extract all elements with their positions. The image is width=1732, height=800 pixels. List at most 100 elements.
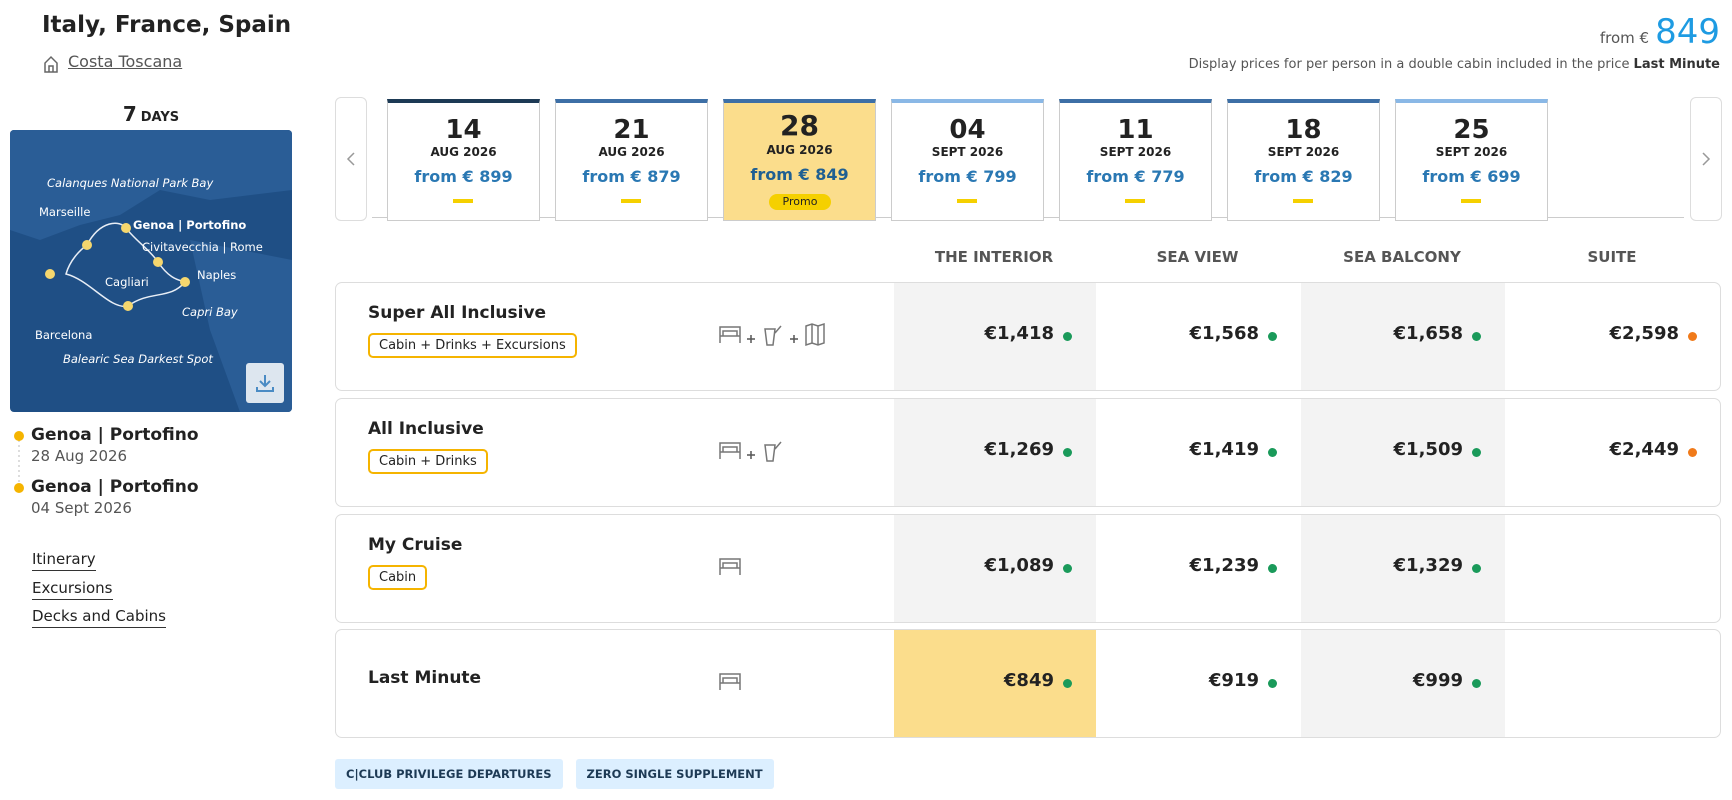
availability-dot <box>1063 332 1072 341</box>
price-cell[interactable]: €1,269 <box>894 399 1096 506</box>
map-label: Balearic Sea Darkest Spot <box>63 352 213 366</box>
availability-dot <box>1268 679 1277 688</box>
map-label: Naples <box>197 268 237 282</box>
date-day: 14 <box>445 115 482 145</box>
promo-badge: Promo <box>769 194 831 210</box>
price-block: from € 849 <box>1600 12 1720 52</box>
date-price: from € 899 <box>414 167 513 186</box>
price-cell[interactable]: €2,449 <box>1505 399 1720 506</box>
cell-shade <box>1301 283 1505 390</box>
nav-link[interactable]: Itinerary <box>32 550 96 571</box>
date-day: 11 <box>1117 115 1154 145</box>
prev-button[interactable] <box>335 97 367 221</box>
map-label: Barcelona <box>35 328 93 342</box>
price-row: My Cruise Cabin €1,089 €1,239 €1,329 <box>335 514 1721 623</box>
availability-dot <box>1472 564 1481 573</box>
duration: 7 DAYS <box>10 102 292 126</box>
date-card[interactable]: 28 AUG 2026 from € 849 Promo <box>723 99 876 221</box>
date-card[interactable]: 21 AUG 2026 from € 879 <box>555 99 708 221</box>
row-tag: Cabin + Drinks + Excursions <box>368 333 577 358</box>
price-cell[interactable]: €919 <box>1096 630 1301 737</box>
title: Italy, France, Spain <box>42 12 292 38</box>
cell-shade <box>894 630 1096 737</box>
price-cell[interactable]: €1,568 <box>1096 283 1301 390</box>
map-label: Civitavecchia | Rome <box>142 240 263 254</box>
price: €849 <box>1003 670 1054 691</box>
arrow-icon <box>1702 152 1711 166</box>
price-cell[interactable]: €999 <box>1301 630 1505 737</box>
price-cell[interactable]: €1,509 <box>1301 399 1505 506</box>
price-cell[interactable]: €1,239 <box>1096 515 1301 622</box>
date-price: from € 699 <box>1422 167 1521 186</box>
availability-dot <box>1688 448 1697 457</box>
column-header: SEA BALCONY <box>1343 248 1461 266</box>
map-label: Capri Bay <box>182 305 238 319</box>
date-month: SEPT 2026 <box>1267 145 1340 159</box>
map-label: Calanques National Park Bay <box>47 176 214 190</box>
note-text: Display prices for per person in a doubl… <box>1188 57 1630 72</box>
price: €2,449 <box>1609 439 1679 460</box>
date-card[interactable]: 14 AUG 2026 from € 899 <box>387 99 540 221</box>
price-cell[interactable]: €1,658 <box>1301 283 1505 390</box>
cell-shade <box>894 399 1096 506</box>
row-tag: Cabin + Drinks <box>368 449 488 474</box>
nav-link[interactable]: Decks and Cabins <box>32 607 166 628</box>
price: €1,419 <box>1189 439 1259 460</box>
date-day: 25 <box>1453 115 1490 145</box>
feature-tag: ZERO SINGLE SUPPLEMENT <box>575 759 774 789</box>
row-name: Super All Inclusive <box>368 303 547 323</box>
price-cell[interactable]: €2,598 <box>1505 283 1720 390</box>
price: €1,658 <box>1393 323 1463 344</box>
column-header: SEA VIEW <box>1156 248 1239 266</box>
price-cell[interactable]: €1,089 <box>894 515 1096 622</box>
price-note: Display prices for per person in a doubl… <box>1189 57 1720 72</box>
date-card[interactable]: 18 SEPT 2026 from € 829 <box>1227 99 1380 221</box>
date-marker <box>957 199 977 203</box>
date-month: AUG 2026 <box>766 143 833 157</box>
date-card[interactable]: 04 SEPT 2026 from € 799 <box>891 99 1044 221</box>
arrow-icon <box>346 152 355 166</box>
price: €1,269 <box>984 439 1054 460</box>
date-marker <box>621 199 641 203</box>
date-marker <box>1461 199 1481 203</box>
download-button[interactable] <box>246 363 284 403</box>
cell-shade <box>1301 399 1505 506</box>
duration-unit: DAYS <box>140 110 180 125</box>
date-day: 18 <box>1285 115 1322 145</box>
date-marker <box>1125 199 1145 203</box>
cell-shade <box>1301 515 1505 622</box>
price-cell[interactable]: €1,329 <box>1301 515 1505 622</box>
next-button[interactable] <box>1690 97 1722 221</box>
date-day: 21 <box>613 115 650 145</box>
package-icons <box>719 441 782 462</box>
price: €1,509 <box>1393 439 1463 460</box>
date-card[interactable]: 25 SEPT 2026 from € 699 <box>1395 99 1548 221</box>
date-card[interactable]: 11 SEPT 2026 from € 779 <box>1059 99 1212 221</box>
package-icons <box>719 673 741 690</box>
price-cell[interactable]: €1,419 <box>1096 399 1301 506</box>
availability-dot <box>1063 448 1072 457</box>
ship-link[interactable]: Costa Toscana <box>68 52 183 71</box>
price-cell[interactable]: €1,418 <box>894 283 1096 390</box>
date-day: 28 <box>780 109 819 142</box>
availability-dot <box>1063 679 1072 688</box>
stop-name: Genoa | Portofino <box>31 425 199 445</box>
cell-shade <box>894 283 1096 390</box>
stops-timeline <box>14 431 24 493</box>
stop-date: 04 Sept 2026 <box>31 499 132 517</box>
price: €1,089 <box>984 555 1054 576</box>
cell-shade <box>894 515 1096 622</box>
row-name: Last Minute <box>368 668 482 688</box>
date-price: from € 849 <box>750 165 849 184</box>
package-icons <box>719 558 741 575</box>
availability-dot <box>1063 564 1072 573</box>
availability-dot <box>1268 564 1277 573</box>
price-cell[interactable]: €849 <box>894 630 1096 737</box>
availability-dot <box>1268 448 1277 457</box>
date-price: from € 799 <box>918 167 1017 186</box>
nav-link[interactable]: Excursions <box>32 579 113 600</box>
availability-dot <box>1268 332 1277 341</box>
price: €1,418 <box>984 323 1054 344</box>
price: €999 <box>1412 670 1463 691</box>
tag-list: C|CLUB PRIVILEGE DEPARTURES ZERO SINGLE S… <box>335 759 774 789</box>
